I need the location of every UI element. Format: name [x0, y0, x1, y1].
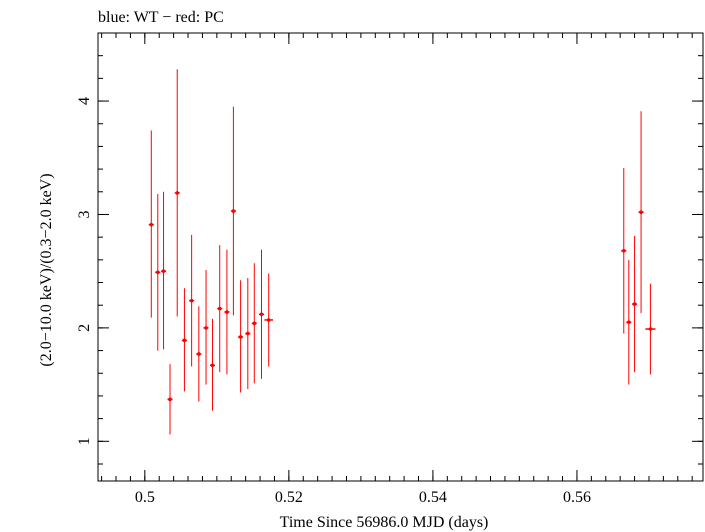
- data-point: [189, 234, 195, 367]
- y-tick-labels: 1 2 3 4: [76, 97, 93, 445]
- chart-title: blue: WT − red: PC: [98, 9, 224, 26]
- x-tick-label: 0.54: [419, 489, 447, 506]
- data-point: [238, 280, 244, 393]
- x-tick-label: 0.5: [135, 489, 155, 506]
- major-ticks: [98, 33, 703, 481]
- data-marker: [639, 210, 643, 214]
- y-tick-label: 4: [76, 97, 93, 105]
- data-point: [161, 191, 167, 350]
- x-tick-label: 0.52: [275, 489, 303, 506]
- data-point: [245, 277, 251, 390]
- data-point: [626, 259, 632, 385]
- data-point: [638, 111, 644, 314]
- data-marker: [210, 363, 215, 368]
- data-point: [181, 288, 187, 392]
- minor-ticks: [98, 32, 703, 481]
- data-points: [148, 69, 656, 435]
- data-marker: [627, 320, 631, 325]
- data-marker: [175, 191, 180, 195]
- data-point: [196, 306, 202, 402]
- data-marker: [621, 248, 626, 253]
- y-tick-label: 2: [76, 324, 93, 332]
- data-marker: [149, 222, 154, 227]
- data-marker: [161, 269, 166, 273]
- data-marker: [204, 326, 208, 330]
- data-point: [251, 263, 257, 384]
- data-marker: [168, 397, 172, 402]
- data-point: [209, 318, 216, 411]
- data-marker: [155, 270, 160, 275]
- data-point: [621, 167, 627, 334]
- data-point: [167, 364, 173, 435]
- data-point: [217, 245, 223, 373]
- data-point: [174, 69, 180, 317]
- x-axis-label: Time Since 56986.0 MJD (days): [280, 514, 489, 531]
- data-marker: [632, 302, 637, 306]
- data-marker: [197, 352, 201, 356]
- data-marker: [266, 318, 271, 322]
- data-marker: [648, 327, 653, 331]
- data-marker: [231, 209, 236, 213]
- data-point: [224, 249, 230, 375]
- data-point: [230, 106, 236, 316]
- x-tick-label: 0.56: [563, 489, 591, 506]
- data-marker: [259, 312, 264, 317]
- x-tick-labels: 0.5 0.52 0.54 0.56: [135, 489, 591, 506]
- data-marker: [238, 335, 243, 339]
- data-point: [155, 194, 161, 351]
- data-marker: [246, 331, 250, 336]
- data-marker: [182, 338, 187, 343]
- data-marker: [252, 321, 257, 326]
- y-tick-label: 1: [76, 437, 93, 445]
- data-marker: [217, 306, 222, 311]
- data-marker: [225, 310, 229, 314]
- y-tick-label: 3: [76, 210, 93, 218]
- data-marker: [189, 298, 194, 303]
- data-point: [632, 236, 638, 373]
- data-point: [645, 283, 656, 375]
- data-point: [203, 270, 209, 385]
- data-point: [264, 273, 274, 367]
- data-point: [148, 130, 154, 318]
- data-point: [258, 249, 265, 379]
- y-axis-label: (2.0−10.0 keV)/(0.3−2.0 keV): [38, 173, 55, 366]
- plot-frame: [97, 32, 704, 482]
